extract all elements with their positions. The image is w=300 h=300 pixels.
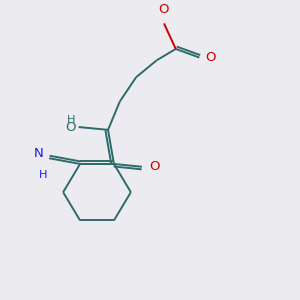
Text: O: O	[149, 160, 160, 173]
Text: H: H	[39, 169, 47, 180]
Text: O: O	[159, 3, 169, 16]
Text: O: O	[65, 121, 76, 134]
Text: N: N	[34, 148, 43, 160]
Text: O: O	[205, 51, 216, 64]
Text: H: H	[67, 115, 76, 125]
